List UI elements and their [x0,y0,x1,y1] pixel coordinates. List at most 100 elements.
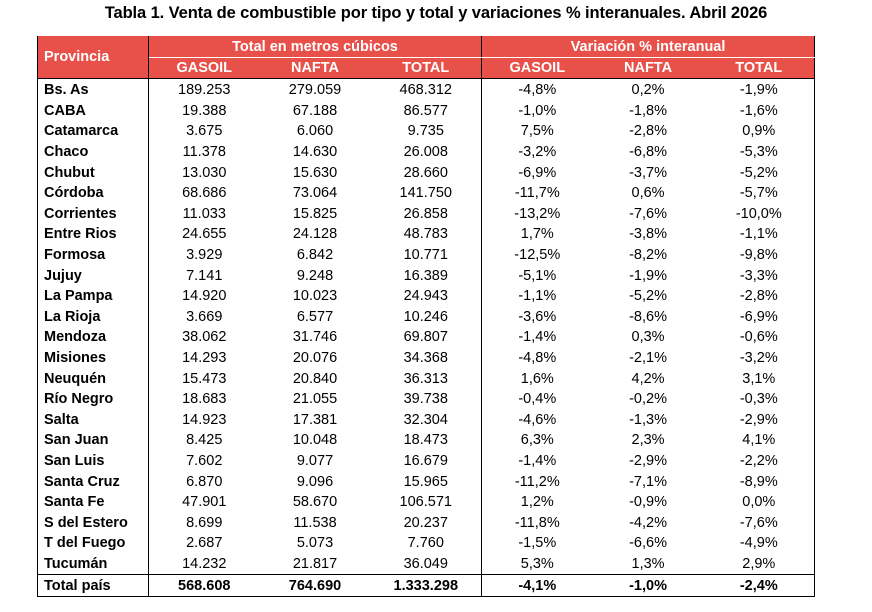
cell-total: 468.312 [370,78,483,101]
cell-provincia: Salta [37,409,149,431]
cell-total: 26.858 [370,203,483,225]
cell-nafta: 10.048 [292,432,338,449]
cell-provincia: Santa Cruz [37,471,149,492]
cell-gasoil: 47.901 [182,494,227,511]
cell-var-gasoil: -11,2% [514,473,560,490]
header-group-variacion: Variación % interanual [481,36,816,58]
cell-var-gasoil: 6,3% [520,432,554,449]
cell-var-gasoil: -11,8% [514,514,560,531]
cell-total: 106.571 [370,491,483,513]
cell-var-nafta: -0,9% [629,494,667,511]
cell-var-total: -9,8% [703,244,816,266]
cell-nafta: 21.817 [292,555,338,572]
table-row: Tucumán 14.232 21.817 36.049 5,3% 1,3% 2,9% [37,553,816,575]
cell-provincia: T del Fuego [37,533,149,554]
cell-var-nafta: 0,6% [631,185,665,202]
cell-var-nafta: -1,9% [629,267,667,284]
header-group-total: Total en metros cúbicos [148,36,483,58]
cell-provincia: Mendoza [37,327,149,348]
cell-var-gasoil: 1,2% [520,494,554,511]
cell-var-total: -4,9% [703,533,816,554]
cell-var-nafta: -2,9% [629,452,667,469]
cell-nafta: 20.840 [292,370,338,387]
cell-gasoil: 8.425 [186,432,223,449]
cell-gasoil: 14.293 [182,350,227,367]
cell-total: 34.368 [370,347,483,369]
cell-nafta: 21.055 [292,391,338,408]
cell-var-nafta: -8,2% [629,247,667,264]
cell-var-nafta: -5,2% [629,288,667,305]
cell-total: 16.679 [370,450,483,472]
cell-total: 7.760 [370,533,483,554]
cell-gasoil: 18.683 [182,391,227,408]
cell-gasoil: 2.687 [186,535,223,552]
cell-gasoil: 3.929 [186,247,223,264]
cell-gasoil: 14.923 [182,411,227,428]
cell-var-total: 2,9% [703,553,816,575]
header-provincia: Provincia [37,36,149,79]
cell-var-nafta: -7,1% [629,473,667,490]
table-row: Jujuy 7.141 9.248 16.389 -5,1% -1,9% -3,3% [37,265,816,286]
cell-gasoil: 68.686 [182,185,227,202]
table-row: Mendoza 38.062 31.746 69.807 -1,4% 0,3% -0,6% [37,327,816,348]
cell-provincia: Misiones [37,347,149,369]
cell-nafta: 31.746 [292,329,338,346]
cell-total: 1.333.298 [370,574,483,597]
cell-var-gasoil: -4,8% [518,82,557,99]
cell-total: 141.750 [370,182,483,204]
cell-var-gasoil: -12,5% [514,247,561,264]
cell-gasoil: 11.033 [182,205,226,222]
cell-nafta: 67.188 [292,102,338,119]
cell-var-gasoil: -1,5% [518,535,557,552]
cell-total: 28.660 [370,162,483,183]
cell-nafta: 10.023 [292,288,338,305]
header-col-var-nafta: NAFTA [592,57,704,79]
cell-var-total: -5,3% [703,141,816,163]
cell-gasoil: 6.870 [186,473,223,490]
cell-total: 36.049 [370,553,483,575]
cell-total: 24.943 [370,285,483,307]
cell-total: 10.771 [370,244,483,266]
cell-gasoil: 24.655 [182,226,227,243]
cell-gasoil: 19.388 [182,102,227,119]
cell-gasoil: 15.473 [182,370,227,387]
cell-total: 36.313 [370,368,483,389]
cell-var-total: -2,2% [703,450,816,472]
cell-var-nafta: 4,2% [631,370,665,387]
table-row: Formosa 3.929 6.842 10.771 -12,5% -8,2% -9,8% [37,244,816,266]
cell-var-total: -2,8% [703,285,816,307]
cell-var-total: -3,3% [703,265,816,286]
cell-var-nafta: -8,6% [629,308,667,325]
table-row: Entre Rios 24.655 24.128 48.783 1,7% -3,8% -1,… [37,224,816,245]
cell-var-gasoil: 7,5% [520,123,554,140]
cell-var-nafta: 1,3% [631,555,665,572]
cell-nafta: 6.842 [296,247,334,264]
cell-var-nafta: -6,8% [629,144,667,161]
cell-nafta: 9.096 [296,473,334,490]
cell-var-nafta: -3,7% [629,164,667,181]
cell-provincia: Santa Fe [37,491,149,513]
table-body: Bs. As 189.253 279.059 468.312 -4,8% 0,2% -1,9… [37,78,816,575]
cell-provincia: Formosa [37,244,149,266]
table-row: Catamarca 3.675 6.060 9.735 7,5% -2,8% 0,9% [37,121,816,142]
cell-provincia: San Juan [37,430,149,451]
header-col-var-total: TOTAL [703,57,816,79]
table-row-total: Total país 568.608 764.690 1.333.298 -4,… [37,574,816,597]
cell-nafta: 6.060 [296,123,334,140]
cell-var-nafta: 2,3% [631,432,665,449]
cell-gasoil: 13.030 [182,164,227,181]
cell-nafta: 9.077 [296,452,334,469]
cell-provincia: La Pampa [37,285,149,307]
cell-var-gasoil: -13,2% [514,205,561,222]
table-title: Tabla 1. Venta de combustible por tipo y… [104,4,768,22]
cell-var-gasoil: -3,2% [518,144,557,161]
header-col-var-gasoil: GASOIL [481,57,593,79]
cell-gasoil: 568.608 [148,574,260,597]
cell-var-gasoil: -1,4% [518,452,557,469]
cell-gasoil: 189.253 [178,82,231,99]
cell-var-gasoil: 5,3% [520,555,554,572]
cell-nafta: 6.577 [296,308,334,325]
cell-total: 20.237 [370,512,483,534]
cell-total: 26.008 [370,141,483,163]
table-row: CABA 19.388 67.188 86.577 -1,0% -1,8% -1,6% [37,100,816,122]
